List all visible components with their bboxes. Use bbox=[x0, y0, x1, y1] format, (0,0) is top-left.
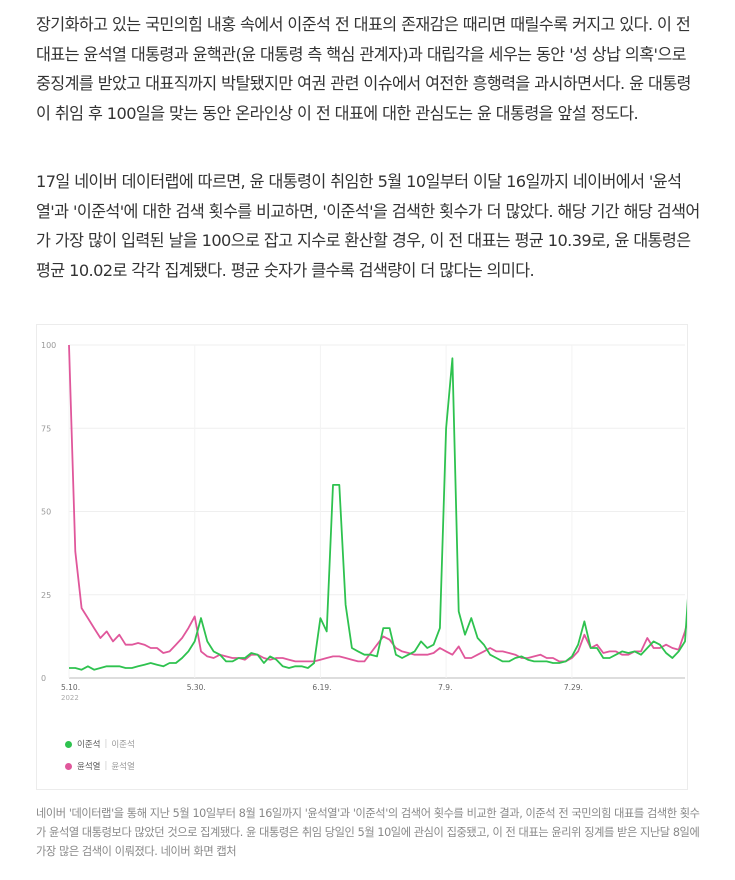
image-caption: 네이버 '데이터랩'을 통해 지난 5월 10일부터 8월 16일까지 '윤석열… bbox=[36, 807, 700, 858]
legend-dot-series-1 bbox=[65, 740, 72, 748]
legend-sublabel-series-2: 윤석열 bbox=[111, 762, 135, 772]
search-trend-chart: 0 25 50 75 100 5.10. 2022 5.30. 6.19. 7.9. 7.29. 이… bbox=[36, 324, 688, 790]
x-tick-label: 5.10. bbox=[61, 683, 80, 692]
legend-item-series-2[interactable]: 윤석열 | 윤석열 bbox=[65, 755, 135, 777]
y-tick-label: 50 bbox=[41, 508, 51, 517]
legend-separator: | bbox=[104, 739, 108, 749]
legend-label-series-2: 윤석열 bbox=[77, 762, 101, 772]
x-tick-label: 7.9. bbox=[438, 683, 452, 692]
series-line-2 bbox=[68, 344, 687, 663]
chart-legend: 이준석 | 이준석 윤석열 | 윤석열 bbox=[65, 733, 135, 777]
y-tick-label: 75 bbox=[41, 424, 51, 433]
x-tick-label: 6.19. bbox=[312, 683, 331, 692]
y-tick-label: 0 bbox=[41, 674, 46, 683]
x-tick-label: 7.29. bbox=[564, 683, 583, 692]
x-tick-sublabel: 2022 bbox=[61, 694, 79, 702]
legend-sublabel-series-1: 이준석 bbox=[111, 740, 135, 750]
y-tick-label: 100 bbox=[41, 341, 56, 350]
y-tick-label: 25 bbox=[41, 591, 51, 600]
x-tick-label: 5.30. bbox=[187, 683, 206, 692]
article-paragraph-2: 17일 네이버 데이터랩에 따르면, 윤 대통령이 취임한 5월 10일부터 이… bbox=[36, 172, 700, 280]
article-paragraph-1: 장기화하고 있는 국민의힘 내홍 속에서 이준석 전 대표의 존재감은 때리면 … bbox=[36, 15, 691, 123]
legend-separator: | bbox=[104, 761, 108, 771]
legend-dot-series-2 bbox=[65, 762, 72, 770]
legend-label-series-1: 이준석 bbox=[77, 740, 101, 750]
legend-item-series-1[interactable]: 이준석 | 이준석 bbox=[65, 733, 135, 755]
line-chart-canvas: 0 25 50 75 100 5.10. 2022 5.30. 6.19. 7.9. 7.29. bbox=[41, 341, 687, 702]
series-line-1 bbox=[69, 357, 687, 671]
